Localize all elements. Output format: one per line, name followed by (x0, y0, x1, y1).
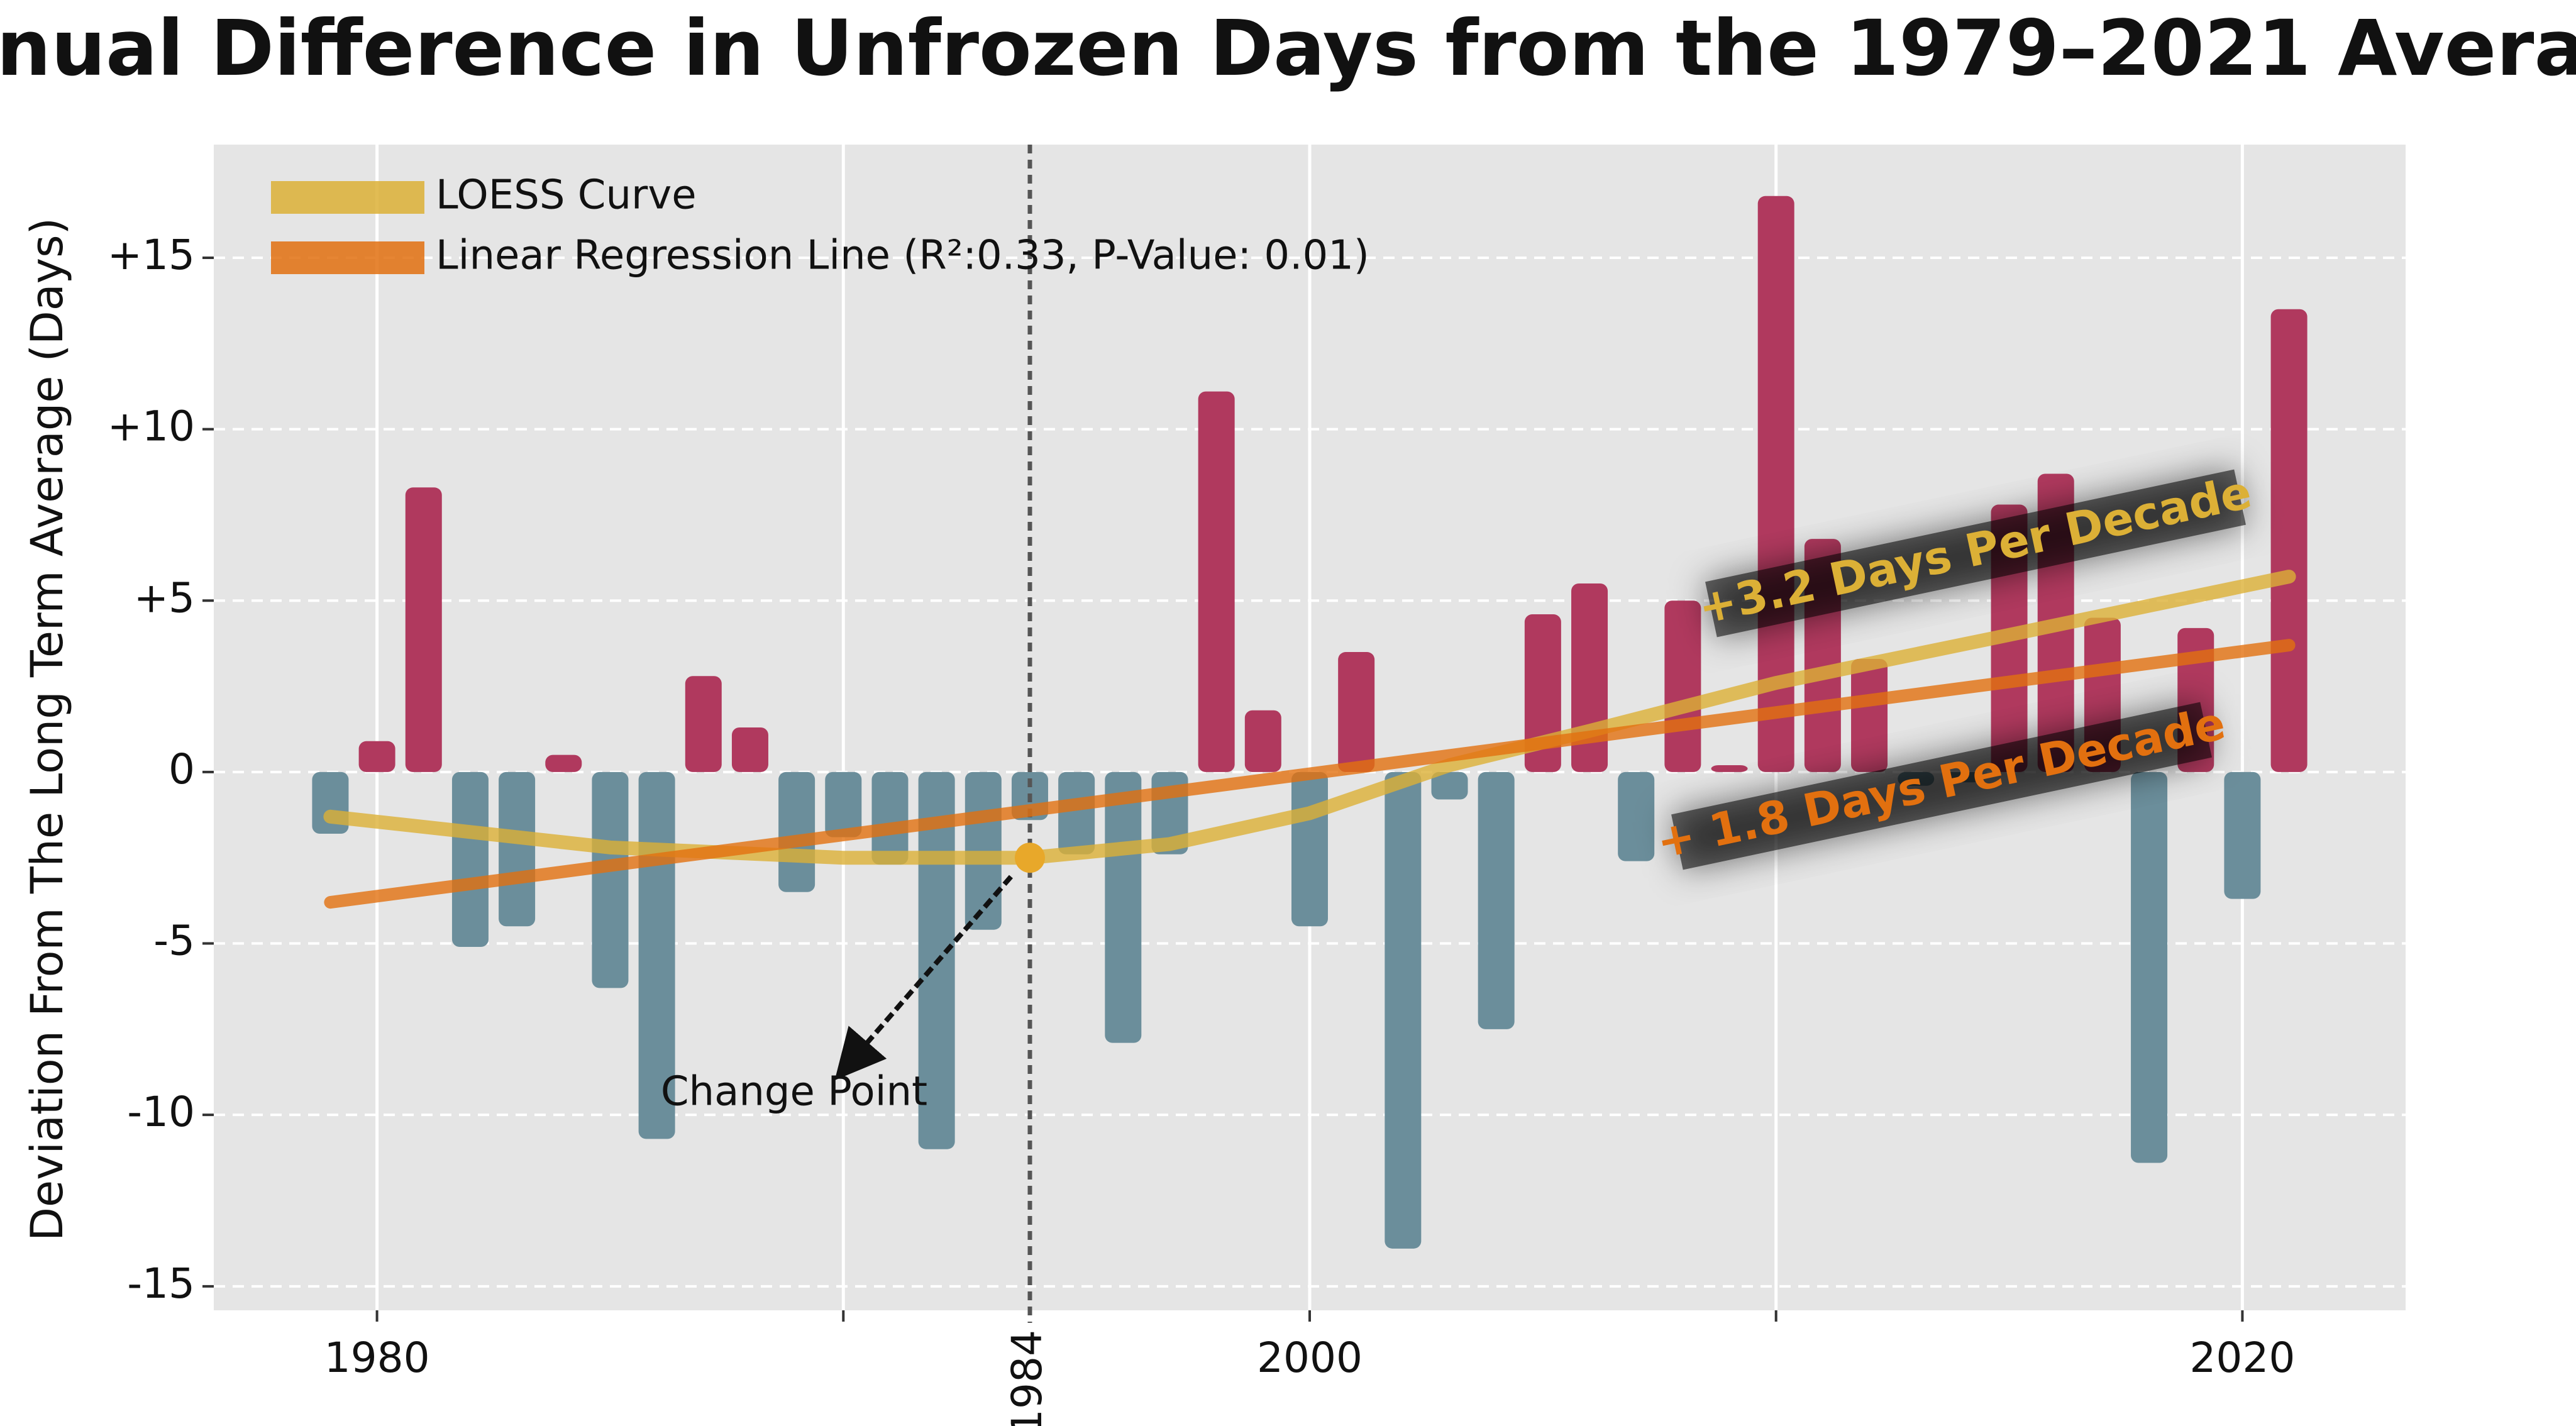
y-tick-label: 0 (169, 745, 195, 793)
y-tick-label: +10 (108, 402, 195, 451)
y-tick-label: -15 (127, 1259, 195, 1308)
bar (1338, 652, 1375, 772)
legend-label: LOESS Curve (436, 172, 697, 219)
x-tick-label: 1980 (324, 1334, 430, 1382)
bar (1431, 771, 1468, 800)
bar (1524, 614, 1561, 772)
bar (1291, 771, 1328, 927)
bar (1105, 771, 1142, 1043)
y-tick-label: -10 (127, 1088, 195, 1136)
bar (405, 487, 442, 772)
x-tick-label: 2020 (2189, 1334, 2295, 1382)
change-point-arrow (834, 875, 1014, 1081)
bar (871, 771, 909, 865)
change-point-label: Change Point (661, 1069, 927, 1115)
bar (731, 727, 768, 772)
bar (1198, 391, 1235, 772)
bar (1385, 771, 1422, 1249)
bar (451, 771, 489, 947)
y-tick-label: +15 (108, 231, 195, 279)
bar (2270, 309, 2308, 772)
bar (1711, 765, 1748, 772)
x-tick-label: 2000 (1257, 1334, 1363, 1382)
bar (685, 676, 722, 772)
bar (2224, 771, 2261, 899)
y-tick-label: +5 (134, 573, 195, 622)
bar (1244, 710, 1281, 772)
legend-swatch (271, 241, 424, 274)
trend-line (324, 639, 2296, 909)
bar (1058, 771, 1095, 854)
legend-label: Linear Regression Line (R²:0.33, P-Value… (436, 233, 1369, 279)
bar (1478, 771, 1515, 1029)
bar (1618, 771, 1655, 861)
y-axis-label: Deviation From The Long Term Average (Da… (21, 218, 73, 1241)
change-point-marker (1014, 843, 1045, 873)
legend-swatch (271, 181, 424, 214)
annotation-shadow (1671, 702, 2212, 870)
chart-title: Annual Difference in Unfrozen Days from … (0, 4, 2576, 93)
y-tick-label: -5 (153, 917, 195, 965)
annotation-shadow (1705, 469, 2246, 638)
bar (778, 771, 815, 892)
trend-line (323, 570, 2296, 865)
bar (2131, 771, 2168, 1163)
bar (499, 771, 536, 927)
bar (1664, 600, 1701, 772)
change-point-tick-label: 1984 (1003, 1330, 1051, 1426)
bar (825, 771, 862, 837)
bar (592, 771, 629, 988)
bar (545, 754, 582, 772)
bar (1851, 658, 1888, 772)
bar (358, 741, 395, 772)
bar (1757, 196, 1794, 772)
